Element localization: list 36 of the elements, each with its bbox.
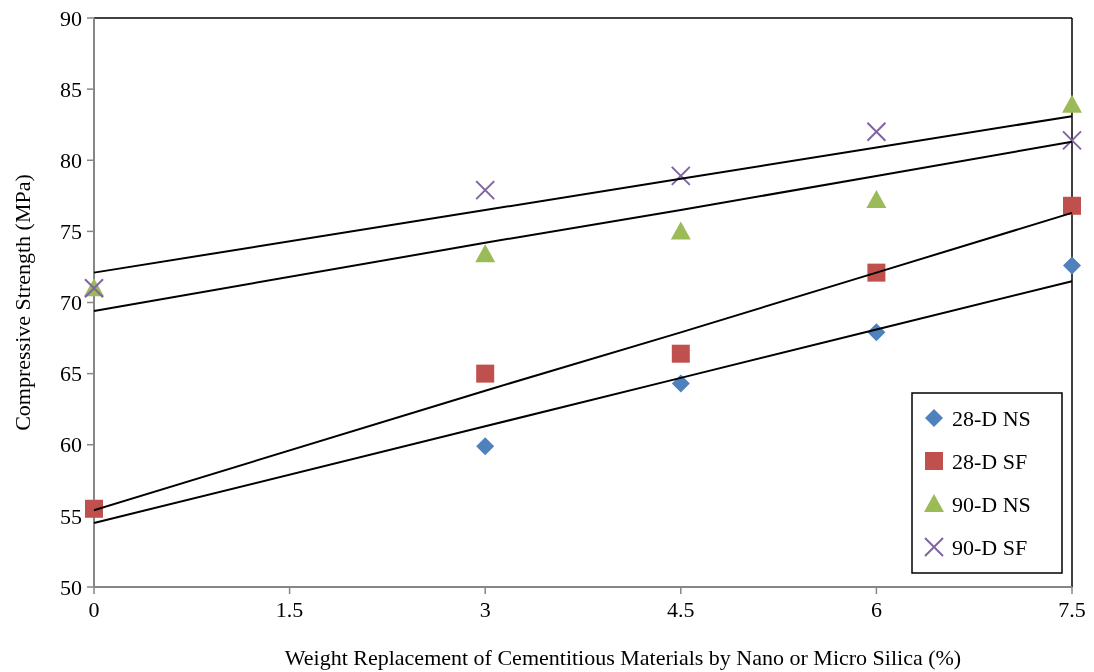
y-tick-label: 70: [60, 290, 82, 316]
point: [866, 190, 887, 209]
point: [476, 437, 495, 456]
y-tick-label: 90: [60, 5, 82, 31]
x-tick-label: 6: [870, 597, 882, 622]
y-tick-label: 85: [60, 76, 82, 102]
point: [670, 221, 691, 240]
point: [1063, 196, 1081, 215]
legend-label: 90-D SF: [952, 534, 1028, 560]
point: [671, 374, 690, 393]
point: [476, 364, 495, 383]
y-tick-label: 50: [60, 574, 82, 600]
y-tick-label: 75: [60, 219, 82, 245]
point: [866, 121, 887, 142]
y-axis-title: Compressive Strength (MPa): [10, 174, 35, 431]
y-tick-label: 65: [60, 361, 82, 387]
x-tick-label: 0: [88, 597, 100, 622]
x-axis-title: Weight Replacement of Cementitious Materials by Nano or Micro Silica (%): [284, 645, 962, 670]
x-tick-label: 7.5: [1058, 597, 1086, 622]
y-tick-label: 60: [60, 432, 82, 458]
y-tick-label: 80: [60, 147, 82, 173]
x-tick-label: 4.5: [667, 597, 695, 622]
point: [670, 165, 691, 186]
point: [85, 499, 103, 518]
point: [671, 344, 690, 363]
legend-label: 90-D NS: [952, 491, 1031, 517]
point: [475, 244, 496, 263]
legend-label: 28-D NS: [952, 405, 1031, 431]
point: [1063, 256, 1081, 275]
x-tick-label: 1.5: [275, 597, 304, 622]
point: [1062, 130, 1082, 151]
x-tick-label: 3: [479, 597, 491, 622]
point: [475, 180, 496, 201]
point: [1062, 94, 1082, 113]
y-tick-label: 55: [60, 503, 82, 529]
legend-label: 28-D SF: [952, 448, 1028, 474]
